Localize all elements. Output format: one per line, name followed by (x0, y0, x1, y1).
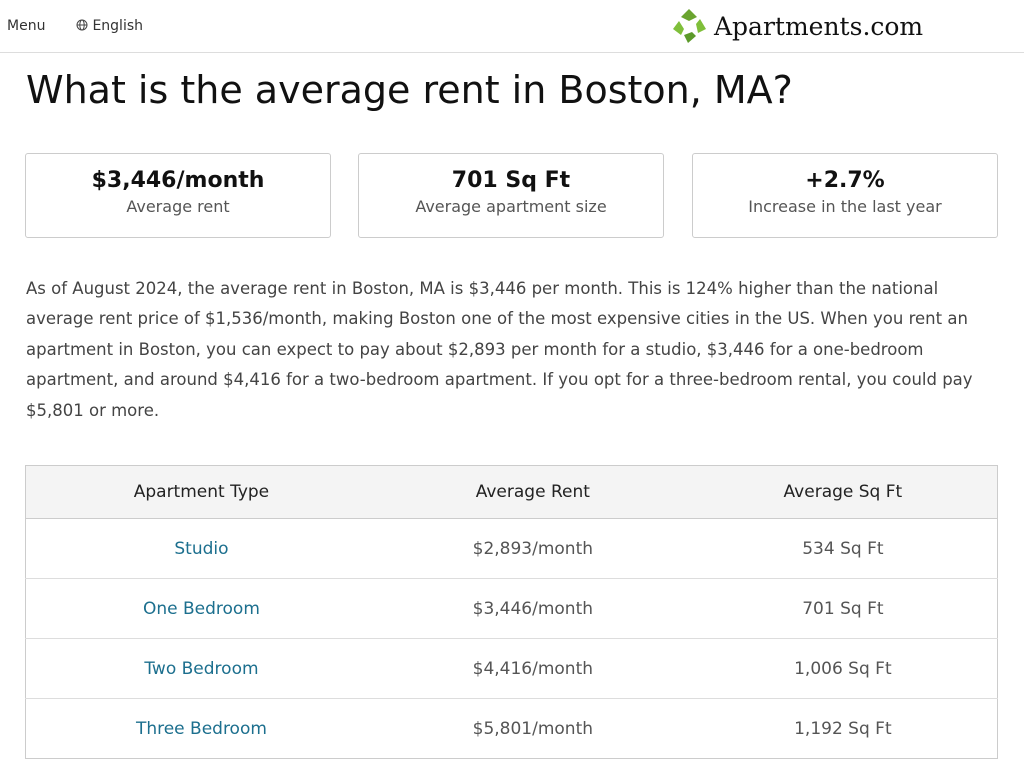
table-cell: $3,446/month (376, 578, 689, 639)
column-header: Average Sq Ft (688, 465, 998, 519)
apartment-type-link[interactable]: Two Bedroom (25, 638, 377, 699)
apartment-type-link[interactable]: One Bedroom (25, 578, 377, 639)
table-cell: 534 Sq Ft (688, 518, 998, 579)
table-row: Three Bedroom $5,801/month 1,192 Sq Ft (25, 698, 998, 759)
language-label[interactable]: English (92, 18, 144, 34)
stat-card: $3,446/month Average rent (25, 153, 331, 238)
stat-label: Increase in the last year (748, 197, 942, 216)
stat-label: Average rent (126, 197, 230, 216)
table-row: Two Bedroom $4,416/month 1,006 Sq Ft (25, 638, 998, 699)
stat-value: $3,446/month (91, 168, 265, 193)
column-header: Average Rent (376, 465, 689, 519)
logo[interactable]: Apartments.com (670, 6, 923, 46)
rent-table: Apartment Type Average Rent Average Sq Ft S… (25, 465, 998, 759)
logo-icon (673, 9, 706, 43)
stat-value: +2.7% (805, 168, 885, 193)
table-cell: 701 Sq Ft (688, 578, 998, 639)
page-title: What is the average rent in Boston, MA? (26, 68, 793, 112)
stat-card: 701 Sq Ft Average apartment size (358, 153, 664, 238)
column-header: Apartment Type (25, 465, 377, 519)
language-button[interactable]: English (76, 18, 143, 34)
apartment-type-link[interactable]: Three Bedroom (25, 698, 377, 759)
table-cell: $5,801/month (376, 698, 689, 759)
table-row: One Bedroom $3,446/month 701 Sq Ft (25, 578, 998, 639)
globe-icon (76, 19, 88, 31)
menu-button[interactable]: Menu (7, 18, 46, 34)
table-cell: $2,893/month (376, 518, 689, 579)
stat-label: Average apartment size (415, 197, 607, 216)
description: As of August 2024, the average rent in B… (26, 279, 973, 420)
table-row: Studio $2,893/month 534 Sq Ft (25, 518, 998, 579)
logo-text[interactable]: Apartments.com (714, 11, 924, 41)
table-cell: 1,006 Sq Ft (688, 638, 998, 699)
table-cell: $4,416/month (376, 638, 689, 699)
apartment-type-link[interactable]: Studio (25, 518, 377, 579)
stat-card: +2.7% Increase in the last year (692, 153, 998, 238)
top-bar: Menu English Apartments.com (0, 0, 1024, 53)
table-cell: 1,192 Sq Ft (688, 698, 998, 759)
stat-value: 701 Sq Ft (451, 168, 571, 193)
